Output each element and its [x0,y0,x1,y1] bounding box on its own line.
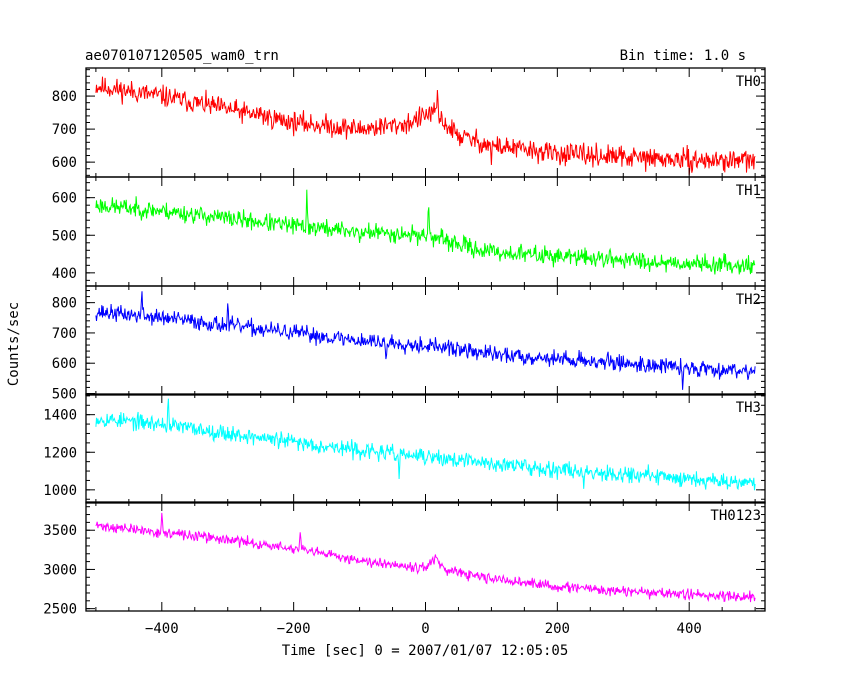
panel-th2: TH2 500 600 700 800 [52,285,766,402]
panel-th3: TH3 1000 1200 1400 [43,393,766,504]
panel-frame [85,67,766,178]
series-line-th3 [95,398,756,491]
y-tick-label: 1200 [43,445,77,461]
series-line-th0123 [95,512,756,603]
y-tick-label: 600 [52,356,77,372]
panels-group: TH0600700800TH1400500600TH2500600700800T… [43,67,766,637]
y-tick-label: 1400 [43,408,77,424]
panel-th0: TH0 600 700 800 [52,67,766,178]
y-tick-label: 400 [52,266,77,282]
panel-label: TH2 [736,292,761,308]
panel-frame [85,176,766,287]
y-axis-label: Counts/sec [6,302,22,386]
panel-th0123: TH0123 2500 3000 3500 [43,501,766,618]
y-tick-label: 800 [52,296,77,312]
y-tick-label: 500 [52,386,77,402]
series-line-th2 [95,291,756,390]
series-line-th1 [95,189,756,275]
panel-th1: TH1 400 500 600 [52,176,766,287]
x-tick-label: 0 [421,621,429,637]
x-tick-label: 200 [545,621,570,637]
y-tick-label: 3000 [43,562,77,578]
series-line-th0 [95,76,756,175]
panel-frame [85,285,766,396]
y-tick-label: 700 [52,326,77,342]
bin-time-label: Bin time: 1.0 s [620,48,746,64]
x-tick-label: −200 [277,621,311,637]
y-tick-label: 600 [52,191,77,207]
y-tick-label: 700 [52,122,77,138]
x-tick-label: −400 [145,621,179,637]
y-tick-label: 800 [52,89,77,105]
y-tick-label: 3500 [43,523,77,539]
panel-label: TH3 [736,400,761,416]
panel-label: TH0 [736,74,761,90]
x-axis-label: Time [sec] 0 = 2007/01/07 12:05:05 [282,643,569,659]
panel-label: TH0123 [710,508,761,524]
panel-frame [85,393,766,504]
figure-title: ae070107120505_wam0_trn [85,48,279,64]
panel-label: TH1 [736,183,761,199]
y-tick-label: 500 [52,228,77,244]
y-tick-label: 1000 [43,483,77,499]
y-tick-label: 600 [52,155,77,171]
x-tick-label: 400 [677,621,702,637]
y-tick-label: 2500 [43,602,77,618]
